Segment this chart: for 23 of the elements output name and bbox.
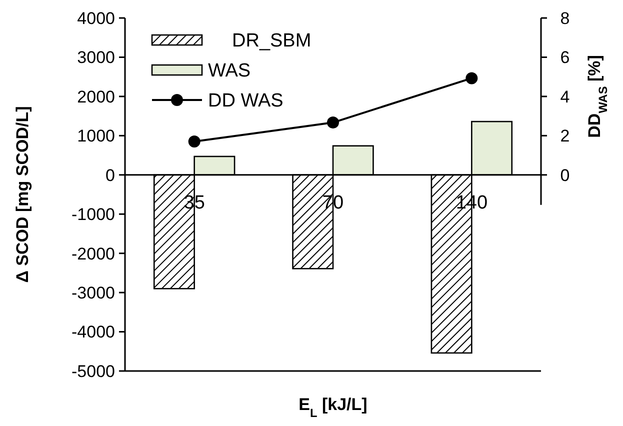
y2-tick-label: 6 <box>560 48 570 68</box>
y-tick-label: -2000 <box>72 244 115 264</box>
point <box>466 72 478 84</box>
y-tick-label: 2000 <box>77 87 115 106</box>
y2-tick-label: 8 <box>560 8 570 28</box>
legend-label: WAS <box>208 60 251 82</box>
point <box>188 136 200 148</box>
x-axis-title: E$_{L}$ [kJ/L] <box>298 395 368 420</box>
y2-tick-label: 0 <box>560 166 570 185</box>
y-tick-label: -3000 <box>72 284 115 303</box>
y2-tick-label: 2 <box>560 126 570 146</box>
y-tick-label: 0 <box>106 166 115 185</box>
y-tick-label: 4000 <box>77 8 115 28</box>
y-tick-label: 3000 <box>77 48 115 68</box>
y-axis-title: Δ SCOD [mg SCOD/L] <box>13 106 32 283</box>
y-tick-label: -5000 <box>72 362 115 381</box>
y-tick-label: 1000 <box>77 126 115 146</box>
legend-label: DR_SBM <box>232 30 312 52</box>
point <box>327 116 339 129</box>
y-tick-label: -4000 <box>72 322 115 342</box>
y2-tick-label: 4 <box>560 87 570 106</box>
legend-label: DD WAS <box>208 90 284 112</box>
y-tick-label: -1000 <box>72 205 115 224</box>
